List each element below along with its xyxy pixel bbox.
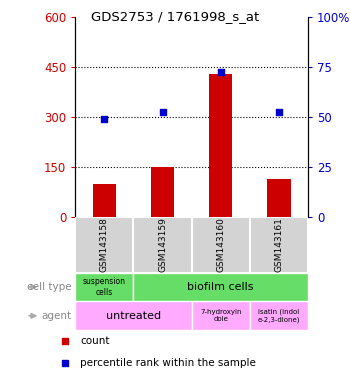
Point: [160, 109, 165, 115]
Point: [102, 116, 107, 122]
Text: GSM143159: GSM143159: [158, 217, 167, 272]
Bar: [192, 217, 250, 273]
Bar: [133, 273, 308, 301]
Bar: [267, 179, 290, 217]
Point: [62, 338, 68, 344]
Text: agent: agent: [42, 311, 72, 321]
Point: [276, 109, 282, 115]
Bar: [93, 184, 116, 217]
Bar: [192, 301, 250, 330]
Text: suspension
cells: suspension cells: [83, 277, 126, 297]
Text: GSM143160: GSM143160: [216, 217, 225, 272]
Point: [218, 69, 224, 75]
Bar: [133, 217, 192, 273]
Text: isatin (indol
e-2,3-dione): isatin (indol e-2,3-dione): [258, 309, 300, 323]
Bar: [75, 217, 133, 273]
Text: GSM143158: GSM143158: [100, 217, 109, 272]
Point: [62, 360, 68, 366]
Text: untreated: untreated: [106, 311, 161, 321]
Text: count: count: [80, 336, 110, 346]
Text: GDS2753 / 1761998_s_at: GDS2753 / 1761998_s_at: [91, 10, 259, 23]
Text: biofilm cells: biofilm cells: [188, 282, 254, 292]
Bar: [75, 273, 133, 301]
Bar: [75, 301, 192, 330]
Text: percentile rank within the sample: percentile rank within the sample: [80, 358, 256, 368]
Bar: [250, 217, 308, 273]
Bar: [209, 74, 232, 217]
Text: GSM143161: GSM143161: [274, 217, 284, 272]
Bar: [151, 167, 174, 217]
Text: 7-hydroxyin
dole: 7-hydroxyin dole: [200, 310, 242, 322]
Text: cell type: cell type: [27, 282, 72, 292]
Bar: [250, 301, 308, 330]
